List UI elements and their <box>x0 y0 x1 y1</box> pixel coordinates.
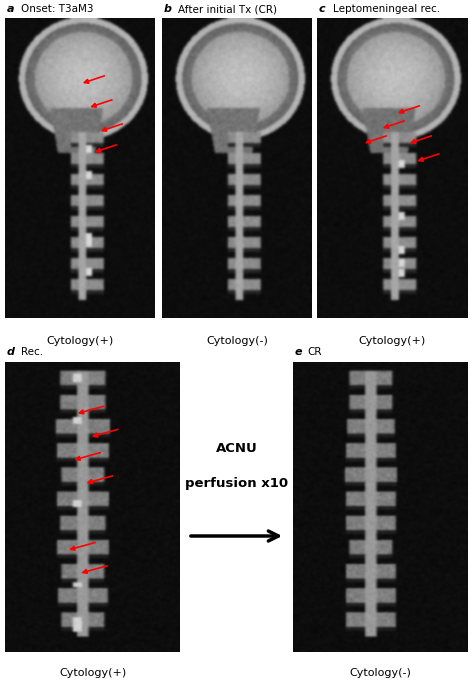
Text: ACNU: ACNU <box>216 442 257 455</box>
Text: a: a <box>7 4 15 14</box>
Text: c: c <box>319 4 326 14</box>
Text: Cytology(+): Cytology(+) <box>46 336 114 346</box>
Text: After initial Tx (CR): After initial Tx (CR) <box>178 4 277 14</box>
Text: Cytology(-): Cytology(-) <box>206 336 268 346</box>
Text: Cytology(+): Cytology(+) <box>59 668 126 678</box>
Text: CR: CR <box>307 347 321 357</box>
Text: Onset: T3aM3: Onset: T3aM3 <box>21 4 93 14</box>
Text: d: d <box>7 347 15 357</box>
Text: perfusion x10: perfusion x10 <box>185 477 288 489</box>
Text: e: e <box>295 347 302 357</box>
Text: Rec.: Rec. <box>21 347 43 357</box>
Text: Leptomeningeal rec.: Leptomeningeal rec. <box>333 4 440 14</box>
Text: Cytology(+): Cytology(+) <box>358 336 426 346</box>
Text: b: b <box>164 4 172 14</box>
Text: Cytology(-): Cytology(-) <box>349 668 411 678</box>
